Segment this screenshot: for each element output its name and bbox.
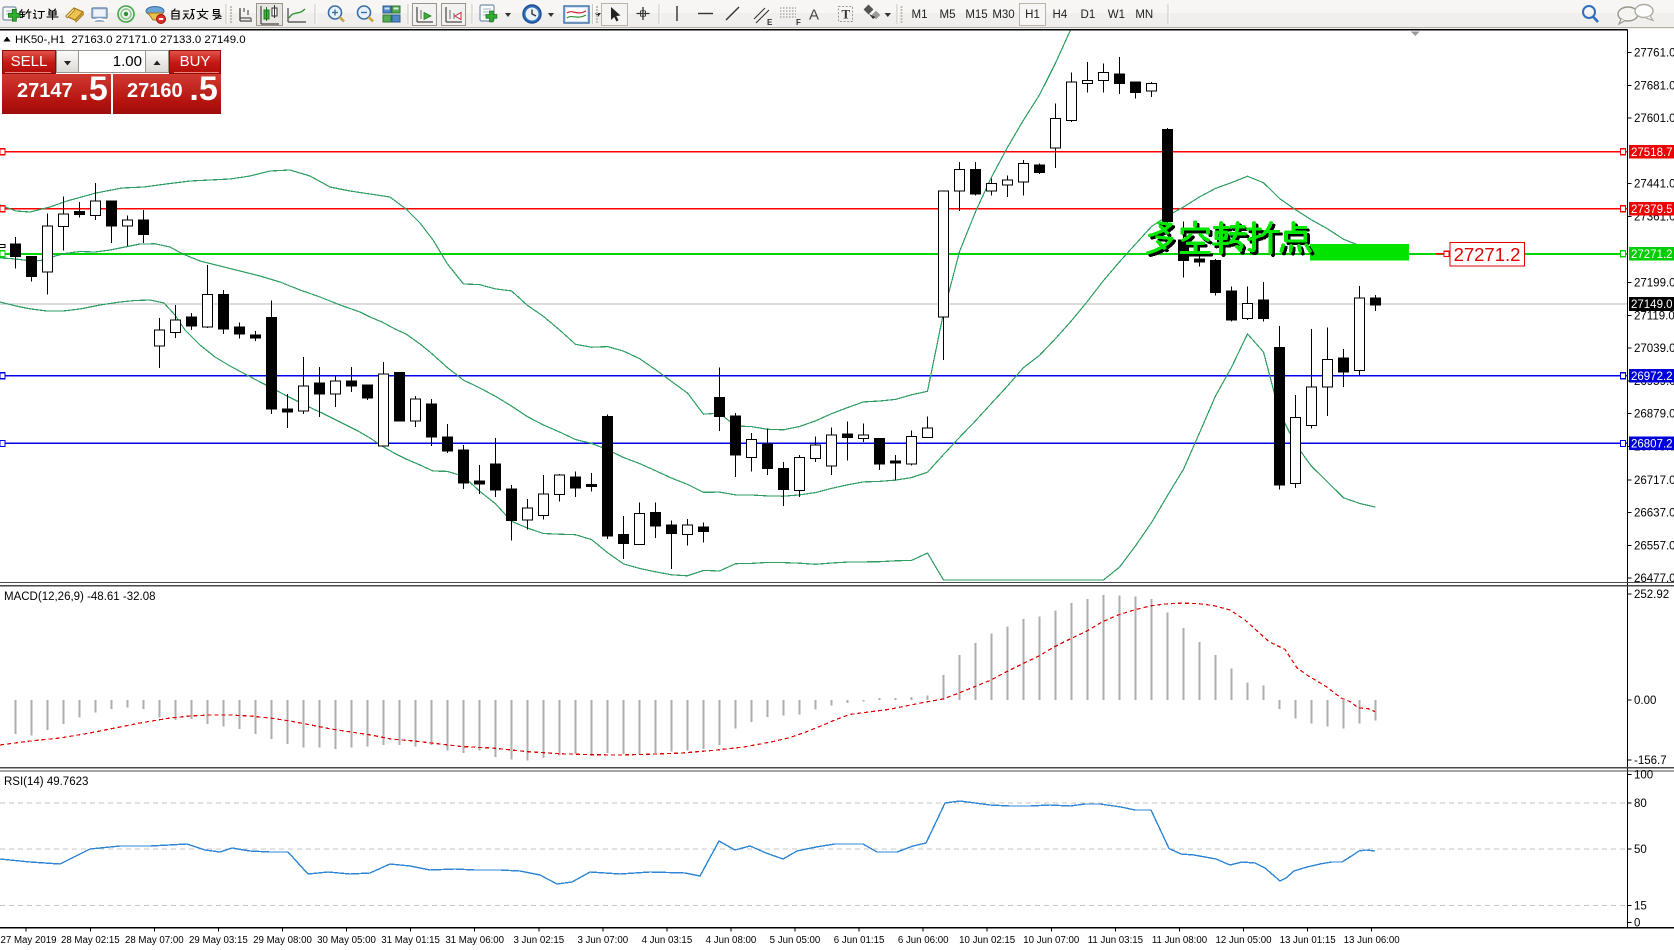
svg-text:29 May 08:00: 29 May 08:00	[253, 935, 312, 946]
svg-text:27761.0: 27761.0	[1634, 48, 1674, 60]
svg-text:M15: M15	[965, 9, 987, 21]
svg-text:0.00: 0.00	[1634, 695, 1656, 707]
svg-text:27199.0: 27199.0	[1634, 278, 1674, 290]
svg-text:31 May 06:00: 31 May 06:00	[445, 935, 504, 946]
svg-text:27039.0: 27039.0	[1634, 343, 1674, 355]
svg-text:26637.0: 26637.0	[1634, 508, 1674, 520]
svg-text:26557.0: 26557.0	[1634, 541, 1674, 553]
svg-text:26807.2: 26807.2	[1631, 439, 1673, 451]
svg-text:-156.7: -156.7	[1634, 755, 1667, 767]
svg-text:11 Jun 08:00: 11 Jun 08:00	[1152, 935, 1208, 946]
svg-text:6 Jun 06:00: 6 Jun 06:00	[898, 935, 949, 946]
svg-text:80: 80	[1634, 798, 1647, 810]
svg-text:27271.2: 27271.2	[1631, 249, 1673, 261]
svg-text:28 May 07:00: 28 May 07:00	[125, 935, 184, 946]
svg-text:M1: M1	[912, 9, 928, 21]
svg-text:27601.0: 27601.0	[1634, 113, 1674, 125]
svg-text:F: F	[796, 18, 801, 27]
svg-text:12 Jun 05:00: 12 Jun 05:00	[1215, 935, 1272, 946]
svg-text:RSI(14) 49.7623: RSI(14) 49.7623	[4, 776, 88, 788]
svg-text:27379.5: 27379.5	[1631, 204, 1673, 216]
svg-text:T: T	[842, 7, 851, 22]
svg-text:27149.0: 27149.0	[1631, 299, 1673, 311]
svg-text:MN: MN	[1135, 9, 1153, 21]
svg-text:29 May 03:15: 29 May 03:15	[189, 935, 248, 946]
svg-text:13 Jun 01:15: 13 Jun 01:15	[1280, 935, 1336, 946]
svg-text:27119.0: 27119.0	[1634, 310, 1674, 322]
svg-text:W1: W1	[1108, 9, 1125, 21]
svg-text:3 Jun 02:15: 3 Jun 02:15	[513, 935, 564, 946]
svg-text:10 Jun 07:00: 10 Jun 07:00	[1023, 935, 1080, 946]
svg-text:100: 100	[1634, 770, 1653, 782]
svg-text:D1: D1	[1081, 9, 1096, 21]
svg-text:HK50-,H1 27163.0 27171.0 2713: HK50-,H1 27163.0 27171.0 27133.0 27149.0	[15, 34, 246, 46]
svg-text:26717.0: 26717.0	[1634, 475, 1674, 487]
svg-text:26972.2: 26972.2	[1631, 371, 1673, 383]
svg-text:11 Jun 03:15: 11 Jun 03:15	[1088, 935, 1143, 946]
svg-text:M5: M5	[940, 9, 956, 21]
svg-text:50: 50	[1634, 844, 1647, 856]
svg-text:M30: M30	[992, 9, 1014, 21]
svg-text:27441.0: 27441.0	[1634, 179, 1674, 191]
svg-text:13 Jun 06:00: 13 Jun 06:00	[1344, 935, 1401, 946]
svg-text:4 Jun 08:00: 4 Jun 08:00	[706, 935, 757, 946]
svg-text:6 Jun 01:15: 6 Jun 01:15	[834, 935, 885, 946]
svg-text:E: E	[767, 18, 773, 27]
svg-text:27271.2: 27271.2	[1454, 244, 1521, 265]
svg-text:26879.0: 26879.0	[1634, 409, 1674, 421]
svg-text:31 May 01:15: 31 May 01:15	[381, 935, 440, 946]
svg-text:H4: H4	[1053, 9, 1068, 21]
svg-text:0: 0	[1634, 918, 1640, 930]
svg-text:27 May 2019: 27 May 2019	[1, 935, 57, 946]
svg-text:4 Jun 03:15: 4 Jun 03:15	[642, 935, 693, 946]
svg-text:252.92: 252.92	[1634, 589, 1669, 601]
svg-text:28 May 02:15: 28 May 02:15	[61, 935, 120, 946]
svg-text:5 Jun 05:00: 5 Jun 05:00	[770, 935, 821, 946]
svg-text:30 May 05:00: 30 May 05:00	[317, 935, 376, 946]
svg-text:15: 15	[1634, 901, 1647, 913]
svg-text:MACD(12,26,9) -48.61 -32.08: MACD(12,26,9) -48.61 -32.08	[4, 591, 156, 603]
svg-text:10 Jun 02:15: 10 Jun 02:15	[959, 935, 1015, 946]
svg-text:27518.7: 27518.7	[1631, 147, 1673, 159]
svg-text:3 Jun 07:00: 3 Jun 07:00	[577, 935, 628, 946]
svg-text:H1: H1	[1025, 9, 1040, 21]
svg-text:27681.0: 27681.0	[1634, 80, 1674, 92]
svg-text:A: A	[809, 7, 819, 24]
svg-text:26477.0: 26477.0	[1634, 573, 1674, 585]
